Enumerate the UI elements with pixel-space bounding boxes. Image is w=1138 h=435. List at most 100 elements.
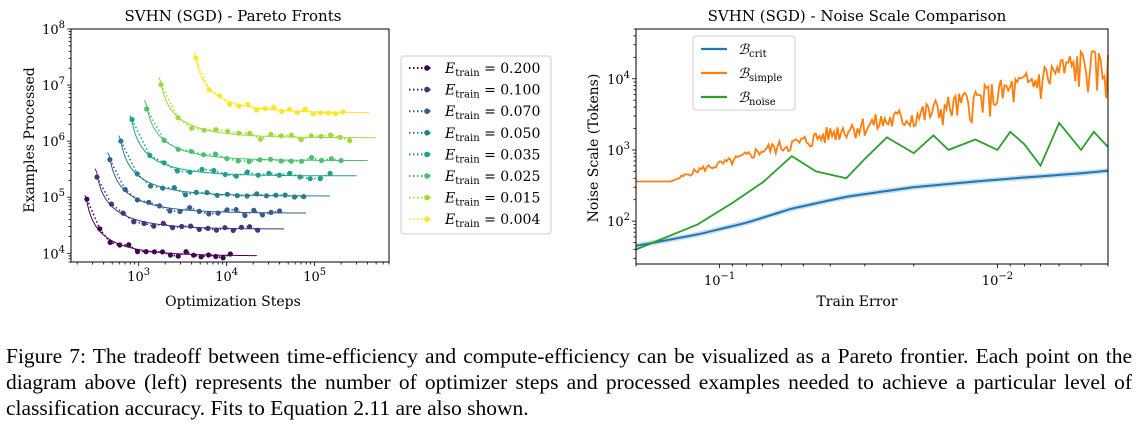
x-tick-label: 105 <box>303 267 326 285</box>
data-point <box>213 253 219 260</box>
right-chart-xlabel: Train Error <box>816 294 897 310</box>
data-point <box>222 171 228 178</box>
right-chart-title: SVHN (SGD) - Noise Scale Comparison <box>708 7 1007 25</box>
data-point <box>201 127 207 133</box>
data-point <box>199 166 205 172</box>
data-point <box>251 207 257 213</box>
data-point <box>244 193 250 199</box>
data-point <box>247 224 253 230</box>
series-fit-line-2 <box>107 152 307 214</box>
data-point <box>255 227 261 233</box>
data-point <box>298 137 304 143</box>
data-point <box>279 108 285 115</box>
data-point <box>327 170 333 176</box>
data-point <box>287 170 293 176</box>
series-dotted-line-4 <box>131 119 331 180</box>
y-tick-label: 103 <box>607 141 630 159</box>
legend-marker-1 <box>424 86 430 93</box>
data-point <box>245 101 251 107</box>
data-point <box>257 136 263 142</box>
data-point <box>234 193 240 199</box>
data-point <box>347 138 353 144</box>
right-chart: SVHN (SGD) - Noise Scale Comparison Trai… <box>586 7 1109 310</box>
series-dotted-line-7 <box>195 57 344 115</box>
y-tick-label: 104 <box>607 70 630 88</box>
data-point <box>182 192 189 198</box>
legend-label-1: ℬsimple <box>738 66 782 84</box>
y-tick-label: 104 <box>42 244 65 262</box>
data-point <box>120 210 126 216</box>
data-point <box>171 185 177 191</box>
data-point <box>267 156 274 162</box>
data-point <box>278 133 284 139</box>
data-point <box>146 199 152 205</box>
data-point <box>141 220 147 226</box>
series-fit-line-7 <box>193 52 370 114</box>
left-legend: Etrain = 0.200 Etrain = 0.100 Etrain = 0.0… <box>400 55 552 235</box>
data-point <box>259 212 266 218</box>
data-point <box>230 227 236 233</box>
data-point <box>273 192 279 198</box>
x-tick-label: 10−2 <box>982 271 1013 289</box>
data-point <box>294 110 301 116</box>
right-chart-ylabel: Noise Scale (Tokens) <box>586 74 602 223</box>
data-point <box>107 239 113 245</box>
data-point <box>307 176 313 182</box>
data-point <box>107 157 113 163</box>
data-point <box>126 242 132 248</box>
data-point <box>282 192 288 198</box>
data-point <box>211 167 217 174</box>
left-chart-xlabel: Optimization Steps <box>165 294 301 310</box>
data-point <box>276 172 282 178</box>
data-point <box>193 55 199 61</box>
data-point <box>160 220 166 226</box>
y-tick-label: 106 <box>42 132 65 150</box>
data-point <box>338 158 344 164</box>
data-point <box>277 208 283 214</box>
data-point <box>328 156 334 162</box>
legend-marker-6 <box>424 194 430 201</box>
data-point <box>291 194 298 200</box>
legend-marker-4 <box>424 151 430 158</box>
data-point <box>213 127 219 133</box>
data-point <box>144 106 150 112</box>
data-point <box>84 196 90 202</box>
data-point <box>227 101 233 107</box>
data-point <box>287 106 293 112</box>
legend-label-7: Etrain = 0.004 <box>444 212 540 230</box>
data-point <box>268 209 274 215</box>
x-tick-label: 10−1 <box>704 271 735 289</box>
x-tick-label: 104 <box>215 267 238 285</box>
data-point <box>225 128 231 134</box>
x-tick-label: 103 <box>127 267 150 285</box>
data-point <box>247 130 253 136</box>
data-point <box>246 158 252 165</box>
legend-label-4: Etrain = 0.035 <box>444 147 540 165</box>
data-point <box>215 210 221 216</box>
y-tick-label: 105 <box>42 188 65 206</box>
data-point <box>254 191 260 197</box>
data-point <box>298 158 305 164</box>
legend-label-5: Etrain = 0.025 <box>444 169 540 187</box>
legend-label-2: Etrain = 0.070 <box>444 104 540 122</box>
data-point <box>236 130 242 136</box>
series-dotted-line-2 <box>109 159 280 217</box>
data-point <box>217 93 223 99</box>
data-point <box>278 158 284 164</box>
right-plot-frame <box>635 28 1109 265</box>
data-point <box>214 192 220 198</box>
data-point <box>301 194 307 200</box>
data-point <box>288 132 294 138</box>
data-point <box>118 138 124 144</box>
data-point <box>135 249 141 255</box>
legend-label-1: Etrain = 0.100 <box>444 83 540 101</box>
b-noise-line <box>635 121 1109 251</box>
legend-label-6: Etrain = 0.015 <box>444 191 540 209</box>
data-point <box>187 205 193 211</box>
data-point <box>318 110 324 116</box>
data-point <box>227 251 233 257</box>
legend-marker-3 <box>424 130 430 136</box>
data-point <box>268 131 274 137</box>
data-point <box>175 146 181 152</box>
data-point <box>174 168 180 174</box>
